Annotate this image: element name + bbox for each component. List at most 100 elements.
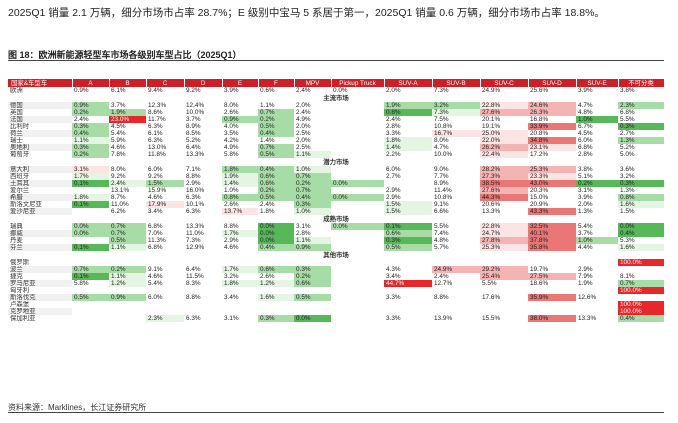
table-cell: 34.8% [528, 137, 576, 144]
row-label: 保加利亚 [10, 315, 36, 322]
table-cell: 25.4% [480, 273, 528, 280]
table-cell: 19.7% [530, 266, 549, 273]
table-cell [72, 187, 109, 194]
table-cell: 4.2% [224, 137, 239, 144]
table-cell: 10.8% [434, 123, 453, 130]
table-cell: 23.0% [109, 116, 146, 123]
table-cell: 13.3% [186, 223, 205, 230]
table-cell: 0.8% [222, 194, 258, 201]
table-cell: 5.1% [578, 173, 593, 180]
table-cell [331, 123, 384, 130]
table-cell: 3.3% [386, 294, 401, 301]
table-cell: 7.3% [434, 87, 449, 94]
table-row: 保加利亚 2.3% 6.3% 3.1% 0.3% 0.0% 3.3% 13.9% 15.5% 38… [8, 315, 664, 322]
table-cell: 4.6% [111, 144, 126, 151]
table-row: 丹麦 0.5% 11.3% 7.3% 2.9% 0.0% 1.1% 0.3% 4.8% 27.8%… [8, 237, 664, 244]
table-cell: 6.4% [186, 144, 201, 151]
table-cell: 4.6% [148, 194, 163, 201]
table-cell: 9.1% [434, 201, 449, 208]
table-cell: 1.7% [222, 266, 258, 273]
table-cell: 2.3% [146, 315, 184, 322]
table-cell: 33.9% [528, 123, 576, 130]
table-cell: 3.1% [72, 166, 109, 173]
table-cell: 26.3% [528, 109, 576, 116]
table-cell [72, 259, 109, 266]
table-cell: 6.4% [186, 266, 201, 273]
table-cell [146, 301, 184, 308]
table-cell: 8.0% [111, 166, 126, 173]
table-cell [294, 308, 331, 315]
table-cell [331, 230, 384, 237]
row-label: 俄罗斯 [10, 259, 30, 266]
table-cell: 4.5% [111, 123, 126, 130]
table-cell [576, 308, 618, 315]
table-cell: 20.1% [482, 116, 501, 123]
table-cell: 6.3% [186, 194, 201, 201]
table-cell: 1.6% [258, 294, 294, 301]
table-cell [331, 259, 384, 266]
table-cell: 3.6% [620, 166, 635, 173]
row-label: 克罗地亚 [8, 308, 72, 315]
table-cell: 15.0% [530, 194, 549, 201]
table-cell: 6.1% [111, 87, 126, 94]
row-label: 荷兰 [8, 130, 72, 137]
table-cell: 16.8% [530, 116, 549, 123]
table-cell [72, 208, 109, 215]
table-cell: 0.0% [331, 180, 384, 187]
table-cell: 28.2% [480, 166, 528, 173]
table-cell: 2.5% [296, 144, 311, 151]
table-cell: 12.6% [578, 294, 597, 301]
table-cell: 38.5% [480, 180, 528, 187]
table-cell: 0.9% [72, 102, 109, 109]
table-cell: 0.4% [618, 230, 664, 237]
table-cell: 0.0% [258, 223, 294, 230]
column-header: SUV-E [576, 79, 619, 87]
column-header: F [258, 79, 295, 87]
table-cell: 1.3% [620, 187, 635, 194]
table-cell: 4.9% [296, 116, 311, 123]
table-cell: 5.5% [482, 280, 497, 287]
table-cell [72, 237, 109, 244]
row-label: 斯洛伐克 [8, 294, 72, 301]
table-cell: 25.0% [480, 130, 528, 137]
table-cell [184, 259, 222, 266]
section-label: 其他市场 [323, 251, 349, 259]
table-cell: 1.4% [222, 180, 258, 187]
table-cell: 9.2% [186, 87, 201, 94]
table-cell: 11.5% [186, 273, 204, 280]
table-cell: 9.1% [148, 266, 163, 273]
table-cell: 0.4% [258, 166, 294, 173]
table-cell [528, 287, 576, 294]
table-cell: 16.0% [186, 187, 205, 194]
table-cell [331, 173, 384, 180]
table-cell: 0.2% [258, 116, 294, 123]
table-row: 捷克 0.1% 1.1% 4.6% 11.5% 3.2% 2.6% 0.2% 3.4% 2.4% 2… [8, 273, 664, 280]
table-cell: 3.3% [386, 315, 401, 322]
table-cell: 4.7% [578, 102, 593, 109]
row-label: 德国 [8, 102, 72, 109]
table-cell [331, 280, 384, 287]
table-cell: 44.7% [384, 280, 432, 287]
table-cell: 2.4% [74, 116, 89, 123]
column-header: E [222, 79, 259, 87]
table-cell: 3.1% [578, 187, 593, 194]
table-cell [576, 301, 618, 308]
table-cell: 3.8% [620, 87, 635, 94]
table-cell: 7.1% [186, 166, 201, 173]
table-cell: 0.7% [294, 187, 331, 194]
table-cell [432, 287, 480, 294]
table-cell: 8.9% [434, 180, 449, 187]
table-cell: 3.4% [386, 273, 401, 280]
table-cell [384, 287, 432, 294]
table-cell: 0.2% [576, 180, 618, 187]
table-cell: 1.2% [109, 280, 146, 287]
table-cell: 0.6% [258, 173, 294, 180]
table-cell: 23.3% [528, 173, 576, 180]
table-cell: 9.0% [434, 166, 449, 173]
table-cell: 13.9% [434, 315, 453, 322]
table-cell [109, 308, 146, 315]
table-row: 克罗地亚 100.0% [8, 308, 664, 315]
table-cell [258, 301, 294, 308]
table-cell: 0.3% [294, 201, 331, 208]
table-cell: 4.9% [224, 144, 239, 151]
